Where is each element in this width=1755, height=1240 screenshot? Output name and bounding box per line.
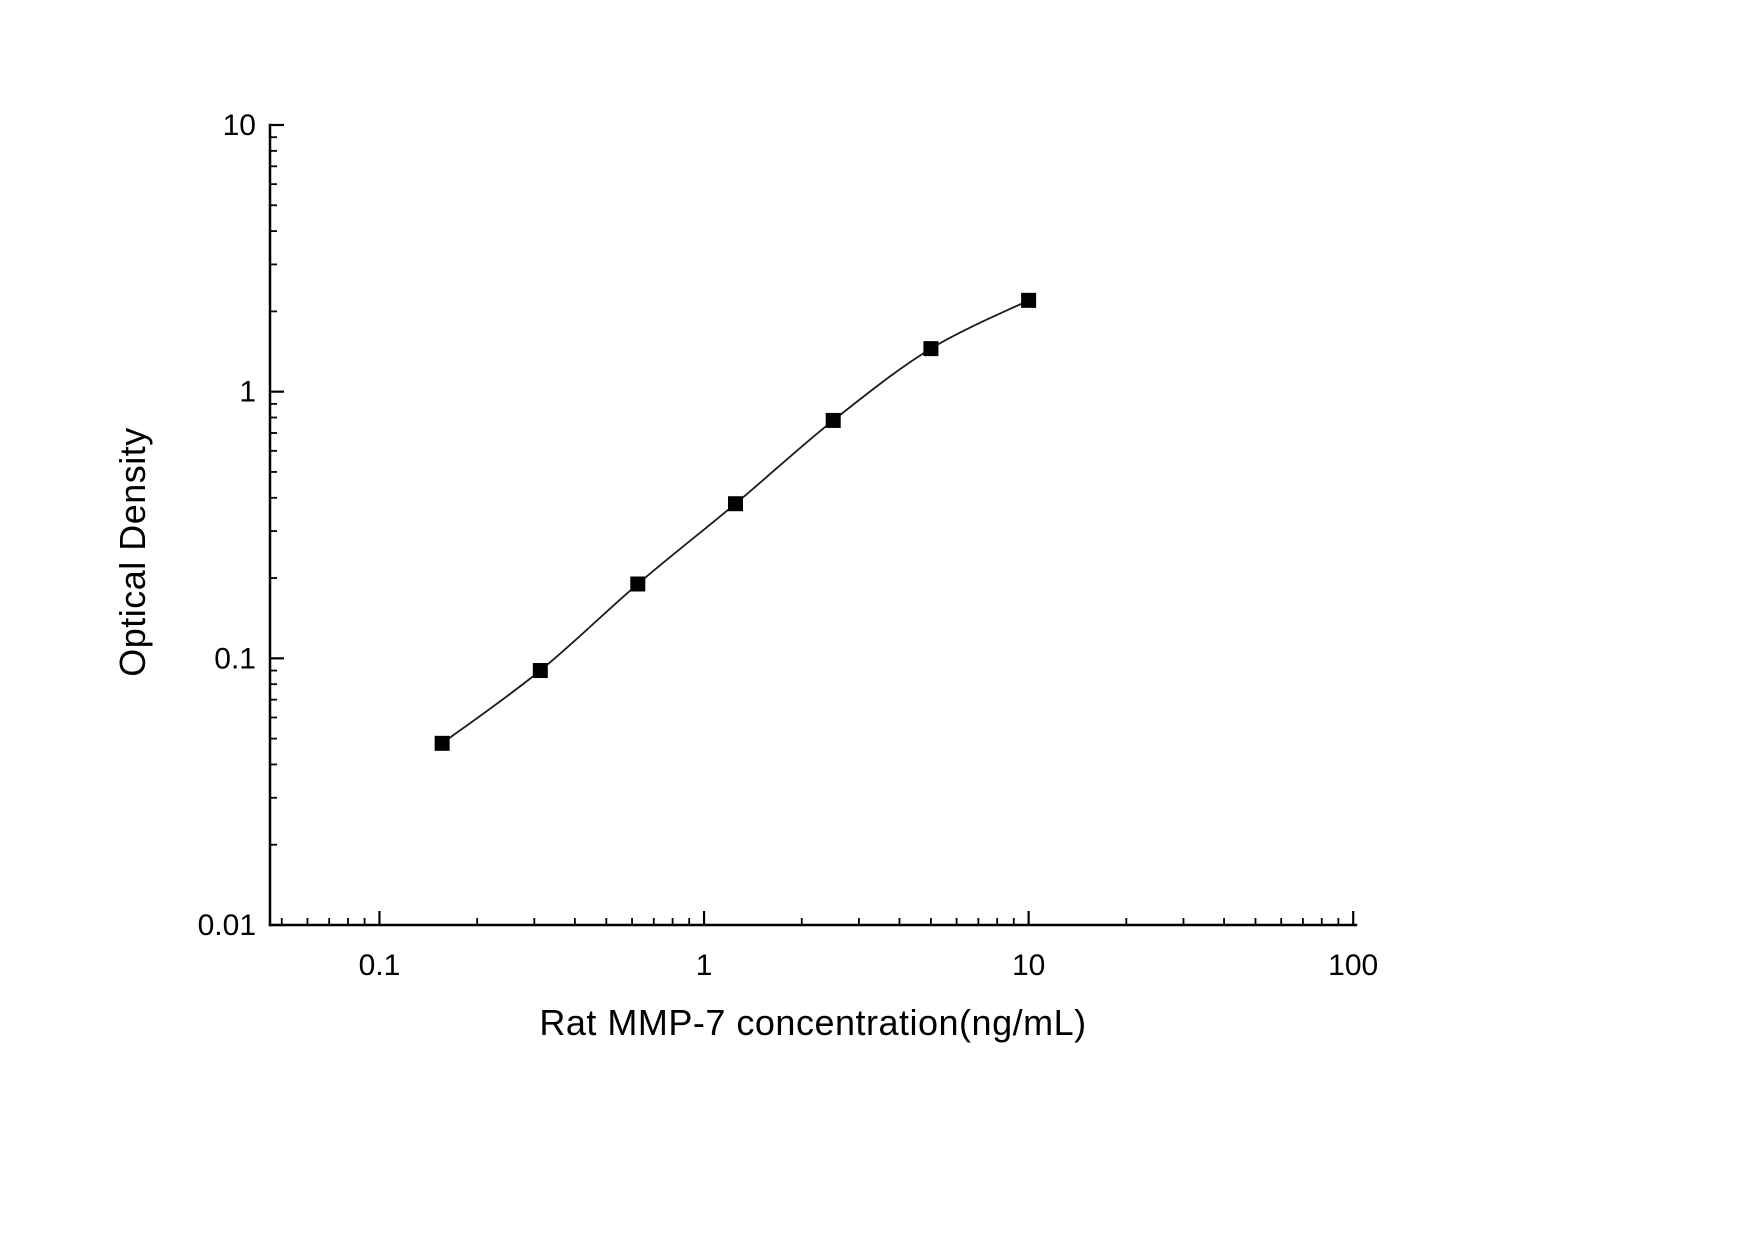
data-point-marker (630, 576, 646, 592)
x-axis-label: Rat MMP-7 concentration(ng/mL) (539, 1002, 1087, 1043)
data-points (434, 292, 1037, 751)
x-tick-label: 100 (1328, 949, 1378, 982)
x-tick-label: 1 (696, 949, 713, 982)
y-tick-label: 1 (239, 376, 256, 409)
x-tick-label: 10 (1012, 949, 1045, 982)
data-point-marker (825, 412, 841, 428)
data-point-marker (434, 735, 450, 751)
data-point-marker (727, 496, 743, 512)
x-axis: 0.1 1 10 100 (268, 911, 1378, 982)
y-axis: 0.01 0.1 1 10 (198, 109, 284, 942)
x-tick-label: 0.1 (359, 949, 401, 982)
y-axis-label: Optical Density (112, 427, 153, 677)
data-point-marker (532, 663, 548, 679)
y-tick-label: 10 (223, 109, 256, 142)
y-tick-label: 0.1 (214, 642, 256, 675)
standard-curve-line (441, 299, 1029, 745)
data-point-marker (923, 341, 939, 357)
y-tick-label: 0.01 (198, 909, 256, 942)
data-point-marker (1021, 292, 1037, 308)
